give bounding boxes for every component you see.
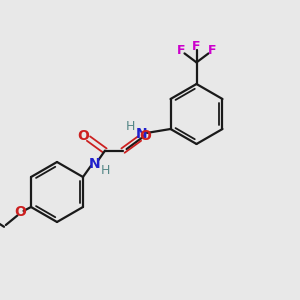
Text: N: N [136,128,147,141]
Text: F: F [208,44,216,58]
Text: F: F [177,44,185,58]
Text: O: O [77,129,89,143]
Text: O: O [15,206,26,219]
Text: N: N [89,157,100,170]
Text: H: H [125,120,135,134]
Text: O: O [139,129,151,143]
Text: H: H [101,164,111,178]
Text: F: F [192,40,201,53]
